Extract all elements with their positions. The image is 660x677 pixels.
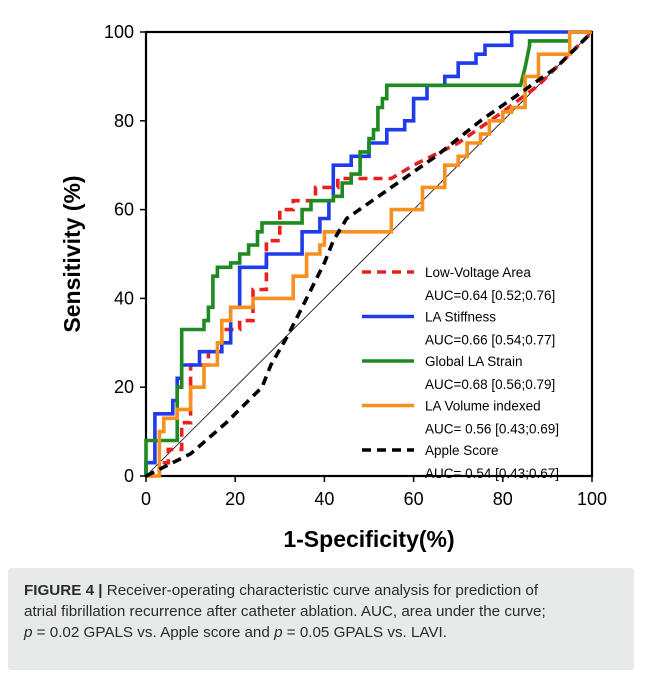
legend-auc-4: AUC= 0.56 [0.43;0.69] [425, 422, 559, 437]
caption-p1: p [24, 624, 33, 641]
legend-label-1: Low-Voltage Area [425, 265, 531, 280]
series-line-1 [146, 30, 594, 478]
legend-label-2: LA Stiffness [425, 310, 496, 325]
legend-label-4: LA Volume indexed [425, 399, 541, 414]
figure-caption: FIGURE 4 | Receiver-operating characteri… [8, 568, 634, 670]
caption-line3b: = 0.05 GPALS vs. LAVI. [282, 624, 447, 641]
legend-label-5: Apple Score [425, 443, 499, 458]
caption-line2: atrial fibrillation recurrence after cat… [24, 603, 546, 620]
x-tick-label: 60 [404, 489, 424, 509]
chart-axes [144, 30, 594, 478]
caption-text: FIGURE 4 | Receiver-operating characteri… [24, 580, 624, 643]
legend-auc-5: AUC= 0.54 [0.43;0.67] [425, 466, 559, 481]
legend: Low-Voltage Area AUC=0.64 [0.52;0.76] LA S… [362, 265, 559, 481]
legend-label-3: Global LA Strain [425, 354, 523, 369]
legend-auc-1: AUC=0.64 [0.52;0.76] [425, 288, 555, 303]
y-tick-label: 0 [124, 466, 134, 486]
series-lines [144, 30, 594, 478]
tick-labels: 0 20 40 60 80 100 0 20 40 60 80 100 [104, 22, 607, 509]
legend-auc-3: AUC=0.68 [0.56;0.79] [425, 377, 555, 392]
roc-chart: 0 20 40 60 80 100 0 20 40 60 80 100 Low-Voltage Are… [59, 22, 607, 552]
x-tick-label: 80 [493, 489, 513, 509]
plot-frame [144, 30, 594, 478]
series-line-4 [146, 30, 592, 478]
x-tick-label: 0 [141, 489, 151, 509]
y-tick-label: 100 [104, 22, 134, 42]
y-axis-label: Sensitivity (%) [59, 175, 85, 332]
y-tick-label: 80 [114, 111, 134, 131]
series-line-5 [145, 30, 594, 478]
y-tick-label: 20 [114, 377, 134, 397]
caption-p2: p [274, 624, 283, 641]
x-axis-label: 1-Specificity(%) [283, 526, 454, 552]
y-tick-label: 40 [114, 288, 134, 308]
x-tick-label: 20 [225, 489, 245, 509]
x-tick-label: 100 [577, 489, 607, 509]
caption-label: FIGURE 4 | [24, 582, 103, 599]
series-line-3 [144, 30, 592, 476]
x-tick-label: 40 [314, 489, 334, 509]
legend-auc-2: AUC=0.66 [0.54;0.77] [425, 333, 555, 348]
caption-line1: Receiver-operating characteristic curve … [102, 582, 539, 599]
y-tick-label: 60 [114, 200, 134, 220]
caption-line3a: = 0.02 GPALS vs. Apple score and [32, 624, 275, 641]
